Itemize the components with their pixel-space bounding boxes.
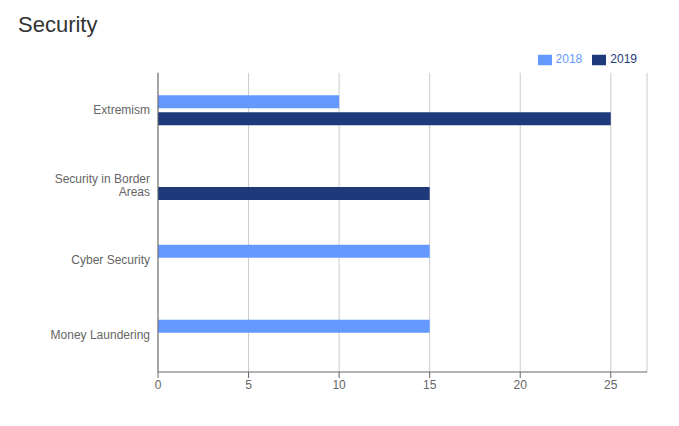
svg-text:5: 5 — [245, 378, 252, 392]
svg-text:25: 25 — [604, 378, 618, 392]
html-text:2019: 2019 — [610, 52, 637, 66]
svg-text:Extremism: Extremism — [93, 103, 150, 117]
html-text:2018: 2018 — [555, 52, 583, 66]
svg-text:Money Laundering: Money Laundering — [51, 328, 150, 342]
svg-text:10: 10 — [332, 378, 346, 392]
svg-text:0: 0 — [155, 378, 162, 392]
svg-text:Security in BorderAreas: Security in BorderAreas — [55, 172, 150, 199]
svg-text:Cyber Security: Cyber Security — [71, 253, 150, 267]
html-text:Security: Security — [18, 12, 98, 37]
svg-text:15: 15 — [423, 378, 437, 392]
svg-text:20: 20 — [514, 378, 528, 392]
